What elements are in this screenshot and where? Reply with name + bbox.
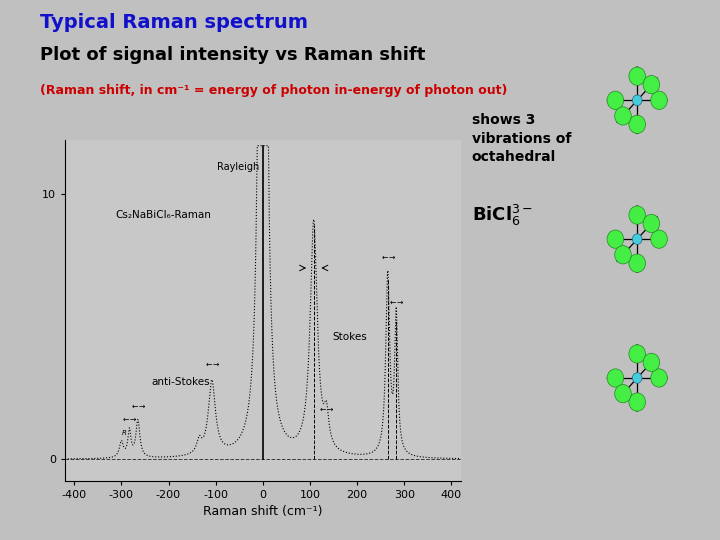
Circle shape	[629, 67, 646, 85]
Circle shape	[607, 369, 624, 387]
Text: Rayleigh: Rayleigh	[217, 161, 259, 172]
Text: $\leftarrow\!\!\rightarrow$: $\leftarrow\!\!\rightarrow$	[121, 415, 138, 424]
Text: $\leftarrow\!\!\rightarrow$: $\leftarrow\!\!\rightarrow$	[388, 298, 405, 307]
Circle shape	[651, 230, 667, 248]
Circle shape	[643, 76, 660, 94]
Circle shape	[615, 246, 631, 264]
Text: Typical Raman spectrum: Typical Raman spectrum	[40, 14, 307, 32]
Text: shows 3
vibrations of
octahedral: shows 3 vibrations of octahedral	[472, 113, 571, 164]
Text: $\leftarrow\!\!\rightarrow$: $\leftarrow\!\!\rightarrow$	[379, 253, 396, 262]
Circle shape	[607, 230, 624, 248]
Text: $\leftarrow\!\!\rightarrow$: $\leftarrow\!\!\rightarrow$	[130, 402, 146, 411]
Circle shape	[615, 384, 631, 403]
Text: Plot of signal intensity vs Raman shift: Plot of signal intensity vs Raman shift	[40, 46, 425, 64]
Circle shape	[643, 353, 660, 372]
Circle shape	[632, 234, 642, 245]
Text: BiCl$_6^{3-}$: BiCl$_6^{3-}$	[472, 202, 533, 227]
Circle shape	[615, 107, 631, 125]
Text: anti-Stokes: anti-Stokes	[151, 377, 210, 387]
Circle shape	[629, 115, 646, 133]
Text: $\it{R}$: $\it{R}$	[121, 428, 127, 437]
Circle shape	[632, 95, 642, 106]
Text: (Raman shift, in cm⁻¹ = energy of photon in-energy of photon out): (Raman shift, in cm⁻¹ = energy of photon…	[40, 84, 507, 97]
Circle shape	[632, 373, 642, 383]
Text: Cs₂NaBiCl₆-Raman: Cs₂NaBiCl₆-Raman	[116, 210, 212, 220]
Text: $\leftarrow\!\!\rightarrow$: $\leftarrow\!\!\rightarrow$	[204, 359, 220, 368]
Text: Stokes: Stokes	[333, 332, 367, 342]
Circle shape	[629, 345, 646, 363]
Circle shape	[643, 214, 660, 233]
Circle shape	[629, 206, 646, 224]
Circle shape	[629, 254, 646, 272]
Circle shape	[629, 393, 646, 411]
Circle shape	[607, 91, 624, 110]
X-axis label: Raman shift (cm⁻¹): Raman shift (cm⁻¹)	[203, 505, 323, 518]
Circle shape	[651, 91, 667, 110]
Text: $\leftarrow\!\!\rightarrow$: $\leftarrow\!\!\rightarrow$	[318, 404, 335, 414]
Circle shape	[651, 369, 667, 387]
